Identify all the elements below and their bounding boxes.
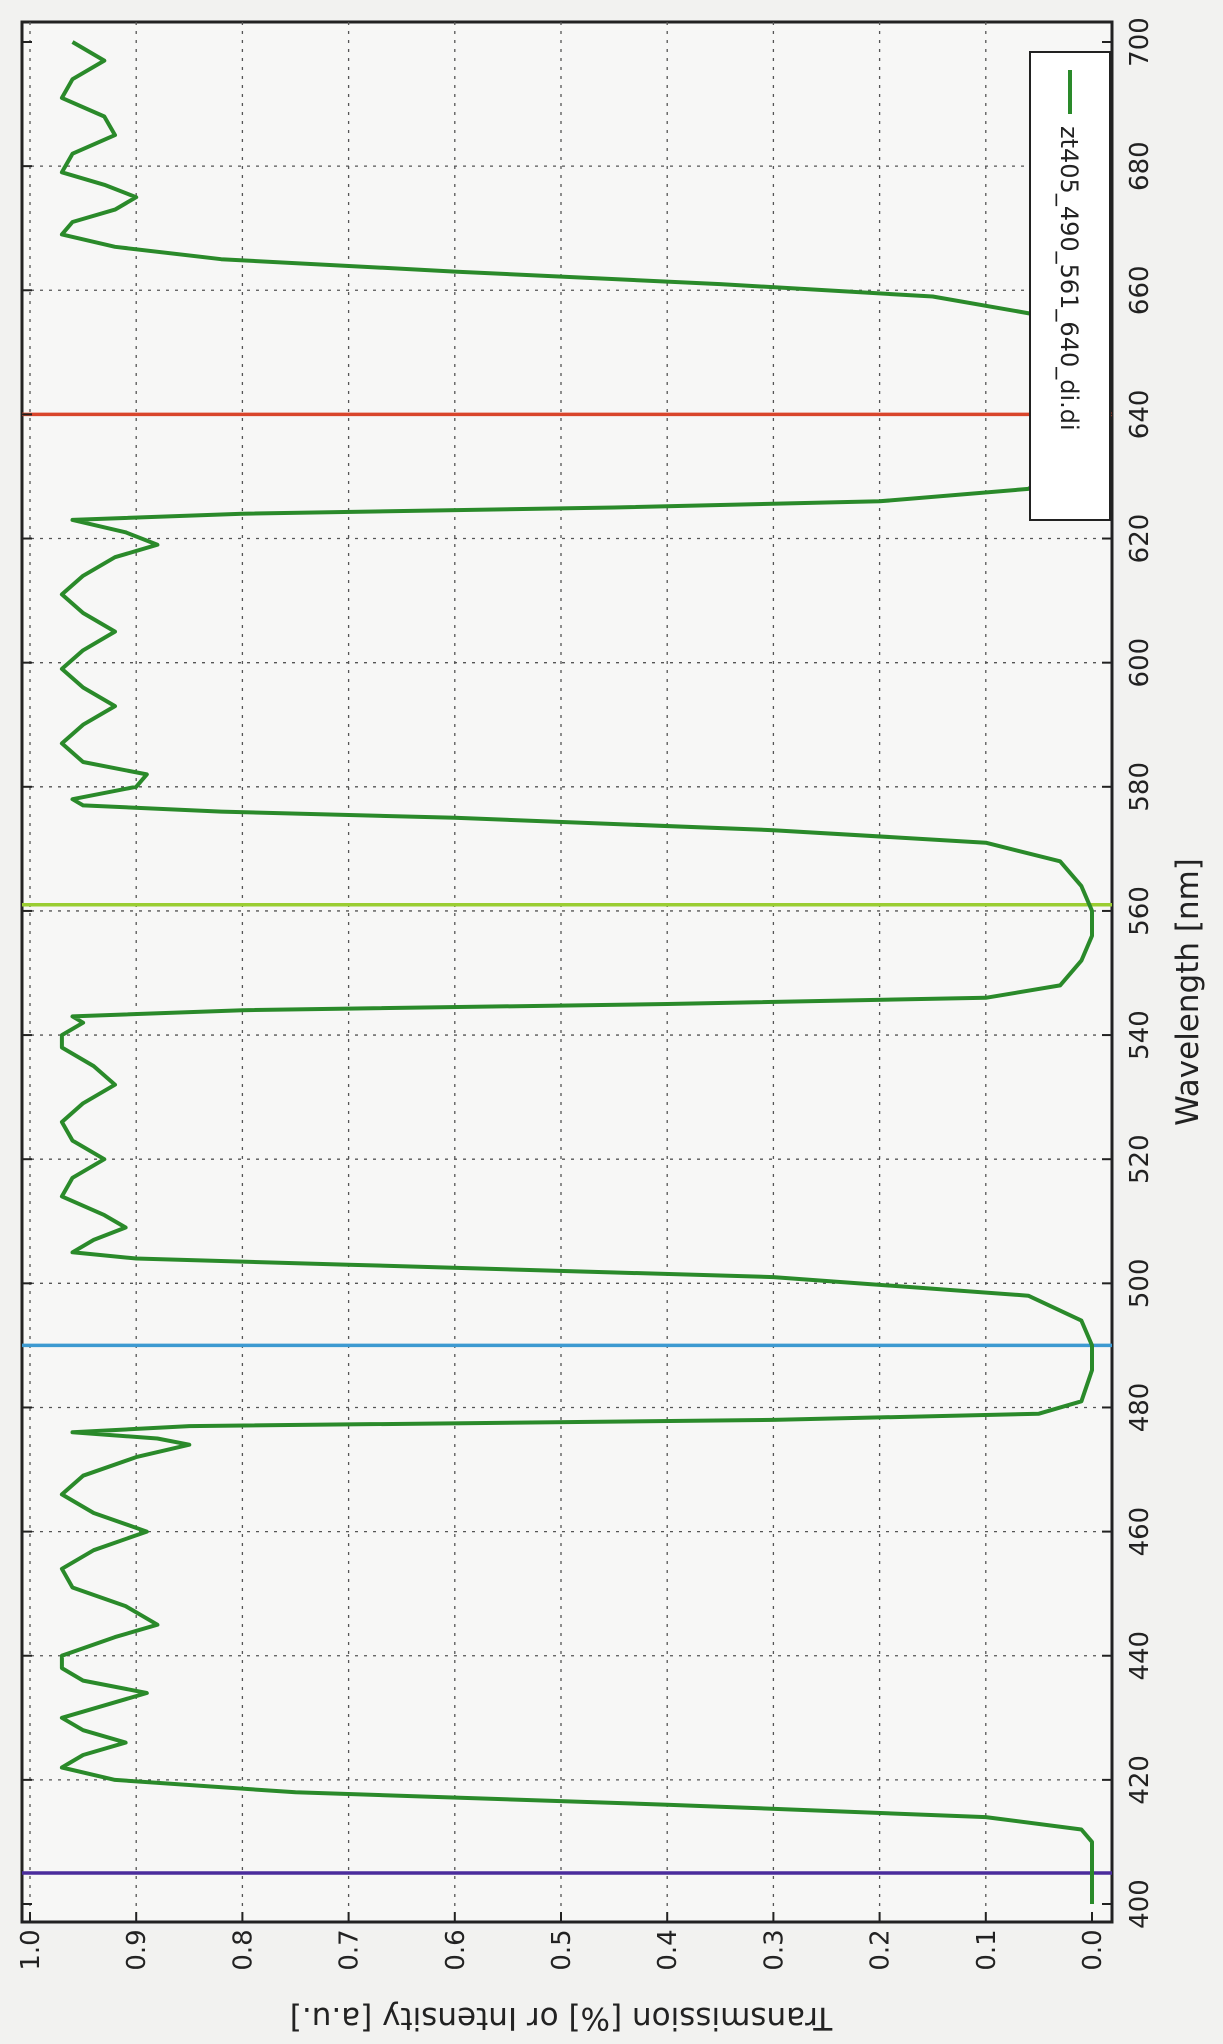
x-tick-label: 400 xyxy=(1125,1879,1155,1929)
x-tick-label: 440 xyxy=(1125,1631,1155,1681)
x-tick-label: 660 xyxy=(1125,265,1155,315)
x-tick-label: 680 xyxy=(1125,141,1155,191)
x-tick-label: 560 xyxy=(1125,886,1155,936)
y-tick-label: 0.7 xyxy=(335,1929,365,1970)
x-tick-label: 540 xyxy=(1125,1010,1155,1060)
y-tick-label: 0.4 xyxy=(653,1929,683,1970)
y-tick-label: 0.2 xyxy=(866,1929,896,1970)
legend-entry: zt405_490_561_640_di.di xyxy=(1055,126,1083,431)
y-tick-label: 0.1 xyxy=(972,1929,1002,1970)
legend-box xyxy=(1029,51,1111,521)
x-tick-label: 640 xyxy=(1125,390,1155,440)
y-tick-label: 0.0 xyxy=(1078,1929,1108,1970)
x-tick-label: 700 xyxy=(1125,17,1155,67)
y-tick-label: 0.5 xyxy=(547,1929,577,1970)
y-tick-label: 0.8 xyxy=(228,1929,258,1970)
y-tick-label: 0.3 xyxy=(759,1929,789,1970)
x-axis-ticks: 400 420 440 460 480 500 520 540 560 580 600 620 640 6… xyxy=(22,17,1155,1929)
grid xyxy=(22,22,1112,1922)
x-axis-label: Wavelength [nm] xyxy=(1170,858,1206,1126)
x-tick-label: 500 xyxy=(1125,1259,1155,1309)
legend: zt405_490_561_640_di.di xyxy=(1029,51,1111,521)
x-tick-label: 520 xyxy=(1125,1134,1155,1184)
x-tick-label: 480 xyxy=(1125,1383,1155,1433)
x-tick-label: 420 xyxy=(1125,1755,1155,1805)
plot-frame xyxy=(20,20,1114,1924)
x-tick-label: 600 xyxy=(1125,638,1155,688)
x-tick-label: 460 xyxy=(1125,1507,1155,1557)
y-tick-label: 0.6 xyxy=(441,1929,471,1970)
y-tick-label: 1.0 xyxy=(16,1929,46,1970)
x-tick-label: 620 xyxy=(1125,514,1155,564)
y-axis-ticks: 0.0 0.1 0.2 0.3 0.4 0.5 0.6 0.7 0.8 0.9 1.0 xyxy=(16,1912,1108,1971)
laser-lines xyxy=(22,412,1112,1875)
y-tick-label: 0.9 xyxy=(122,1929,152,1970)
x-tick-label: 580 xyxy=(1125,762,1155,812)
y-axis-label: Transmission [%] or Intensity [a.u.] xyxy=(290,2000,834,2036)
